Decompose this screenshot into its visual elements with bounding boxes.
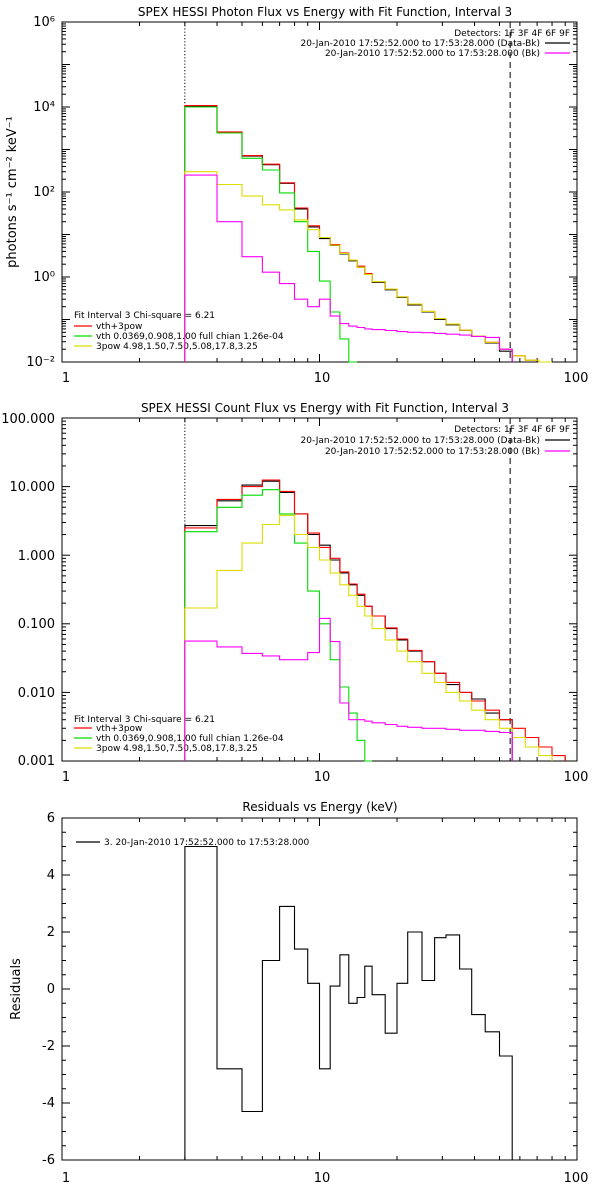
photon-legend-3pow: 3pow 4.98,1.50,7.50,5.08,17.8,3.25	[96, 342, 258, 352]
photon-detectors-label: Detectors: 1F 3F 4F 6F 9F	[454, 29, 570, 39]
residuals-y-tick-4: 4	[47, 868, 55, 883]
residuals-y-tick-minus4: -4	[42, 1096, 55, 1111]
photon-flux-y-axis-label: photons s⁻¹ cm⁻² keV⁻¹	[5, 116, 20, 268]
series-3-20-jan-2010-17-52-52-000-to-17-53-28-000-line	[184, 845, 513, 1160]
residuals-x-tick-10: 10	[314, 1171, 331, 1186]
count-y-tick-0.001: 0.001	[18, 754, 55, 769]
photon-y-tick-1e2: 10²	[33, 185, 55, 200]
count-y-tick-0.100: 0.100	[18, 617, 55, 632]
residuals-x-tick-100: 100	[564, 1171, 589, 1186]
count-flux-title: SPEX HESSI Count Flux vs Energy with Fit…	[141, 401, 509, 415]
count-y-tick-10.000: 10.000	[10, 480, 56, 495]
photon-y-tick-1e0: 10⁰	[33, 270, 55, 285]
count-flux-plot-frame	[61, 417, 578, 762]
photon-y-tick-1e-2: 10⁻²	[26, 355, 55, 370]
count-detectors-label: Detectors: 1F 3F 4F 6F 9F	[454, 425, 570, 435]
count-y-tick-0.010: 0.010	[18, 686, 55, 701]
photon-flux-panel: SPEX HESSI Photon Flux vs Energy with Fi…	[5, 5, 588, 386]
series-bk-line	[184, 174, 513, 362]
count-x-tick-10: 10	[314, 770, 331, 785]
count-x-tick-1: 1	[62, 770, 70, 785]
photon-y-tick-1e6: 10⁶	[33, 15, 55, 30]
residuals-y-tick-2: 2	[47, 925, 55, 940]
photon-legend-top-data-bk: 20-Jan-2010 17:52:52.000 to 17:53:28.000…	[301, 39, 540, 49]
photon-legend-vth3pow: vth+3pow	[96, 322, 142, 332]
count-legend-top-bk: 20-Jan-2010 17:52:52.000 to 17:53:28.000…	[325, 447, 540, 457]
chart-marks	[61, 21, 577, 1161]
count-x-tick-100: 100	[564, 770, 589, 785]
series-vth-line	[184, 489, 373, 762]
photon-x-tick-100: 100	[564, 371, 589, 386]
count-legend-vth: vth 0.0369,0.908,1.00 full chian 1.26e-0…	[96, 734, 284, 744]
series-vth-3pow-line	[184, 105, 552, 363]
count-flux-panel: SPEX HESSI Count Flux vs Energy with Fit…	[1, 401, 588, 785]
photon-x-tick-1: 1	[62, 371, 70, 386]
series-vth-line	[184, 106, 358, 363]
series-bk-line	[184, 617, 513, 761]
photon-legend-vth: vth 0.0369,0.908,1.00 full chian 1.26e-0…	[96, 332, 284, 342]
series-3pow-line	[184, 514, 553, 761]
residuals-y-axis-label: Residuals	[9, 958, 24, 1020]
residuals-title: Residuals vs Energy (keV)	[242, 800, 397, 814]
count-legend-fit-header: Fit Interval 3 Chi-square = 6.21	[74, 715, 215, 725]
count-legend-vth3pow: vth+3pow	[96, 724, 142, 734]
residuals-x-tick-1: 1	[62, 1171, 70, 1186]
photon-x-tick-10: 10	[314, 371, 331, 386]
count-y-tick-100.000: 100.000	[1, 412, 55, 427]
count-legend-top-data-bk: 20-Jan-2010 17:52:52.000 to 17:53:28.000…	[301, 436, 540, 446]
residuals-legend-label: 3. 20-Jan-2010 17:52:52.000 to 17:53:28.…	[104, 838, 309, 848]
photon-legend-fit-header: Fit Interval 3 Chi-square = 6.21	[74, 311, 215, 321]
photon-flux-title: SPEX HESSI Photon Flux vs Energy with Fi…	[138, 5, 512, 19]
count-legend-3pow: 3pow 4.98,1.50,7.50,5.08,17.8,3.25	[96, 744, 258, 754]
count-y-tick-1.000: 1.000	[18, 549, 55, 564]
residuals-y-tick-minus2: -2	[42, 1039, 55, 1054]
residuals-y-tick-0: 0	[47, 982, 55, 997]
series-3pow-line	[184, 171, 552, 363]
photon-legend-top-bk: 20-Jan-2010 17:52:52.000 to 17:53:28.000…	[325, 49, 540, 59]
residuals-panel: Residuals vs Energy (keV) Residuals 1 10…	[9, 800, 588, 1186]
residuals-y-tick-6: 6	[47, 811, 55, 826]
series-vth-3pow-line	[184, 479, 566, 761]
photon-y-tick-1e4: 10⁴	[33, 100, 55, 115]
residuals-y-tick-minus6: -6	[42, 1153, 55, 1168]
